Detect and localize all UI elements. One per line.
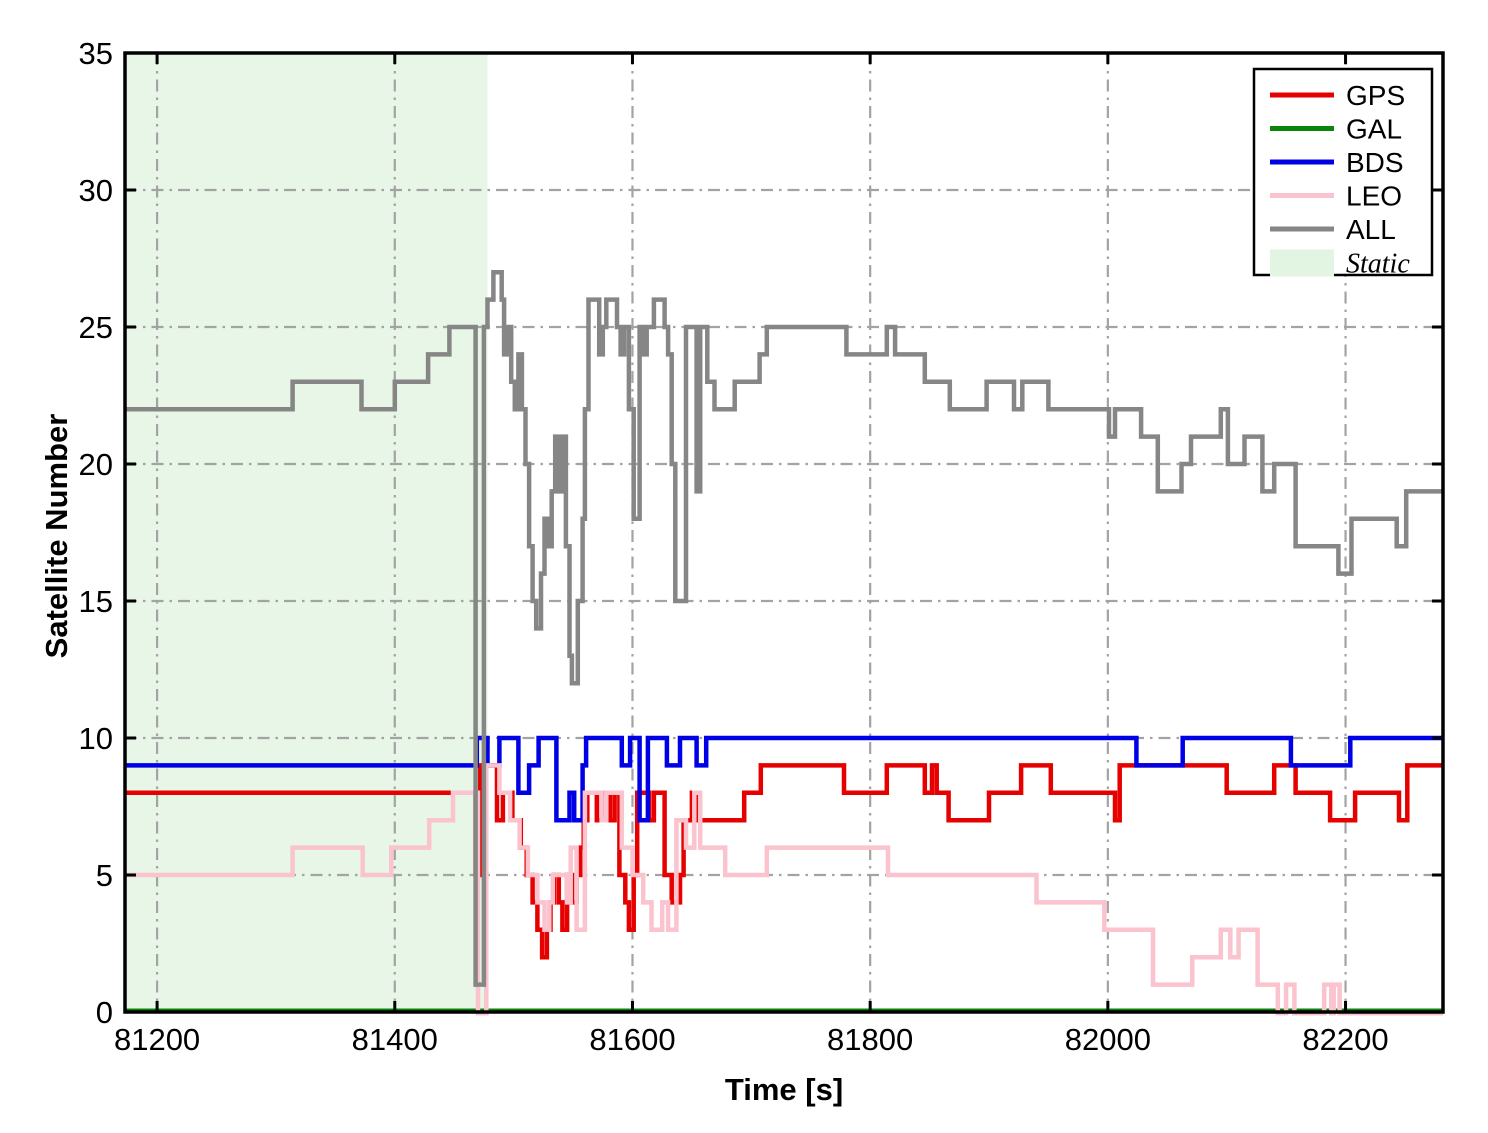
x-tick-label: 82000 bbox=[1065, 1022, 1151, 1057]
series-bds-line bbox=[125, 735, 1443, 823]
y-axis-label: Satellite Number bbox=[39, 413, 74, 659]
series-leo-line bbox=[125, 763, 1443, 1016]
legend-label-static: Static bbox=[1346, 249, 1410, 280]
y-tick-label: 15 bbox=[79, 584, 113, 619]
series-all-line bbox=[125, 269, 1443, 987]
legend-label-gps: GPS bbox=[1346, 80, 1405, 111]
legend-label-bds: BDS bbox=[1346, 147, 1404, 178]
x-tick-label: 81800 bbox=[827, 1022, 913, 1057]
y-tick-label: 35 bbox=[79, 36, 113, 71]
x-tick-label: 81200 bbox=[114, 1022, 200, 1057]
x-tick-label: 82200 bbox=[1302, 1022, 1388, 1057]
legend-label-leo: LEO bbox=[1346, 181, 1402, 212]
legend-label-all: ALL bbox=[1346, 214, 1396, 245]
static-region-shading bbox=[125, 53, 488, 1012]
legend-patch-static bbox=[1270, 249, 1334, 277]
x-tick-label: 81600 bbox=[589, 1022, 675, 1057]
x-axis-label: Time [s] bbox=[724, 1072, 844, 1107]
legend-box bbox=[1252, 67, 1434, 277]
y-tick-label: 20 bbox=[79, 447, 113, 482]
legend-label-gal: GAL bbox=[1346, 114, 1402, 145]
y-tick-label: 5 bbox=[96, 858, 113, 893]
x-tick-label: 81400 bbox=[352, 1022, 438, 1057]
y-tick-label: 25 bbox=[79, 310, 113, 345]
y-tick-label: 0 bbox=[96, 995, 113, 1030]
y-tick-label: 30 bbox=[79, 173, 113, 208]
y-tick-label: 10 bbox=[79, 721, 113, 756]
axes-frame bbox=[123, 51, 1445, 1014]
